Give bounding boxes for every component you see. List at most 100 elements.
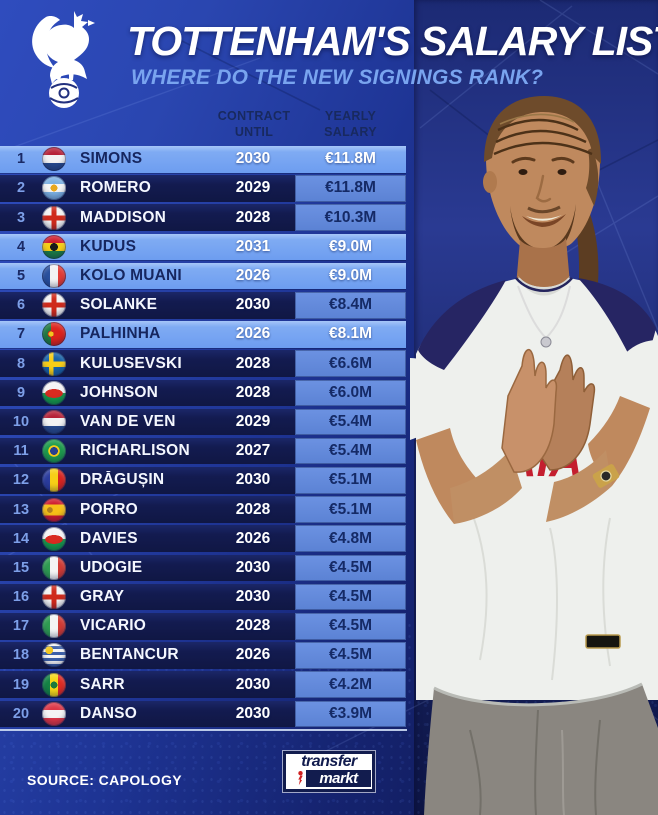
rank-number: 12 bbox=[12, 472, 30, 489]
column-header-contract-line2: UNTIL bbox=[234, 124, 274, 139]
contract-until-value: 2026 bbox=[235, 267, 271, 285]
player-name: BENTANCUR bbox=[80, 646, 179, 664]
yearly-salary-value: €9.0M bbox=[328, 267, 373, 285]
contract-until-value: 2030 bbox=[235, 675, 271, 693]
contract-until-value: 2026 bbox=[235, 325, 271, 343]
player-name: VICARIO bbox=[80, 617, 146, 635]
player-name: JOHNSON bbox=[80, 383, 159, 401]
contract-until-value: 2029 bbox=[235, 179, 271, 197]
column-header-contract-line1: CONTRACT bbox=[217, 109, 291, 123]
table-row: 6 SOLANKE 2030 €8.4M bbox=[0, 291, 406, 319]
player-name: ROMERO bbox=[80, 179, 151, 197]
table-row: 1 SIMONS 2030 €11.8M bbox=[0, 146, 406, 173]
rank-number: 10 bbox=[12, 413, 30, 430]
portugal-flag bbox=[42, 322, 66, 347]
rank-number: 9 bbox=[16, 384, 26, 401]
wales-flag bbox=[42, 526, 66, 551]
netherlands-flag bbox=[42, 147, 66, 172]
player-name: DANSO bbox=[80, 704, 137, 722]
netherlands-flag bbox=[42, 409, 66, 434]
player-name: PALHINHA bbox=[80, 325, 161, 343]
sweden-flag bbox=[42, 351, 66, 376]
contract-until-value: 2030 bbox=[235, 296, 271, 314]
contract-until-value: 2028 bbox=[235, 383, 271, 401]
source-credit: SOURCE: CAPOLOGY bbox=[27, 772, 182, 788]
table-row: 20 DANSO 2030 €3.9M bbox=[0, 700, 406, 728]
column-header-salary-line2: SALARY bbox=[324, 124, 377, 139]
table-row: 9 JOHNSON 2028 €6.0M bbox=[0, 379, 406, 407]
yearly-salary-value: €4.5M bbox=[295, 583, 406, 611]
page-subtitle: WHERE DO THE NEW SIGNINGS RANK? bbox=[131, 66, 544, 89]
contract-until-value: 2026 bbox=[235, 529, 271, 547]
rank-number: 4 bbox=[16, 238, 26, 255]
player-name: KULUSEVSKI bbox=[80, 354, 182, 372]
italy-flag bbox=[42, 614, 66, 639]
player-name: MADDISON bbox=[80, 208, 166, 226]
rank-number: 2 bbox=[16, 180, 26, 197]
footer-divider-line bbox=[0, 729, 407, 731]
column-header-salary: YEARLY SALARY bbox=[295, 109, 406, 140]
contract-until-value: 2027 bbox=[235, 442, 271, 460]
contract-until-value: 2028 bbox=[235, 354, 271, 372]
table-row: 7 PALHINHA 2026 €8.1M bbox=[0, 321, 406, 348]
rank-number: 5 bbox=[16, 268, 26, 285]
player-name: GRAY bbox=[80, 588, 125, 606]
contract-until-value: 2029 bbox=[235, 412, 271, 430]
contract-until-value: 2028 bbox=[235, 500, 271, 518]
contract-until-value: 2030 bbox=[235, 558, 271, 576]
rank-number: 1 bbox=[16, 151, 26, 168]
table-row: 8 KULUSEVSKI 2028 €6.6M bbox=[0, 350, 406, 377]
yearly-salary-value: €8.4M bbox=[295, 291, 406, 319]
spain-flag bbox=[42, 497, 66, 522]
table-row: 18 BENTANCUR 2026 €4.5M bbox=[0, 642, 406, 669]
france-flag bbox=[42, 264, 66, 289]
rank-number: 18 bbox=[12, 647, 30, 664]
salary-table: 1 SIMONS 2030 €11.8M 2 ROMERO 2029 €11.8… bbox=[0, 146, 406, 730]
table-row: 17 VICARIO 2028 €4.5M bbox=[0, 613, 406, 640]
column-header-contract: CONTRACT UNTIL bbox=[212, 109, 296, 140]
england-flag bbox=[42, 293, 66, 318]
player-name: SIMONS bbox=[80, 150, 143, 168]
player-name: DRĂGUȘIN bbox=[80, 471, 165, 489]
senegal-flag bbox=[42, 672, 66, 697]
page-title: TOTTENHAM'S SALARY LIST bbox=[127, 18, 658, 64]
player-name: SARR bbox=[80, 675, 125, 693]
contract-until-value: 2026 bbox=[235, 646, 271, 664]
yearly-salary-value: €6.0M bbox=[295, 379, 406, 407]
yearly-salary-value: €4.5M bbox=[295, 554, 406, 582]
table-row: 16 GRAY 2030 €4.5M bbox=[0, 583, 406, 611]
player-name: SOLANKE bbox=[80, 296, 158, 314]
argentina-flag bbox=[42, 176, 66, 201]
rank-number: 7 bbox=[16, 326, 26, 343]
rank-number: 16 bbox=[12, 589, 30, 606]
photo-backdrop bbox=[414, 0, 658, 815]
table-row: 14 DAVIES 2026 €4.8M bbox=[0, 525, 406, 553]
yearly-salary-value: €5.1M bbox=[295, 467, 406, 494]
table-row: 13 PORRO 2028 €5.1M bbox=[0, 496, 406, 523]
table-row: 15 UDOGIE 2030 €4.5M bbox=[0, 554, 406, 582]
yearly-salary-value: €8.1M bbox=[328, 325, 373, 343]
yearly-salary-value: €4.5M bbox=[295, 613, 406, 640]
transfermarkt-man-icon bbox=[298, 771, 303, 786]
player-name: VAN DE VEN bbox=[80, 412, 176, 430]
rank-number: 13 bbox=[12, 501, 30, 518]
player-name: KUDUS bbox=[80, 237, 137, 255]
wales-flag bbox=[42, 380, 66, 405]
table-row: 2 ROMERO 2029 €11.8M bbox=[0, 175, 406, 202]
austria-flag bbox=[42, 701, 66, 726]
tottenham-crest-logo bbox=[32, 11, 95, 108]
ghana-flag bbox=[42, 234, 66, 259]
rank-number: 6 bbox=[16, 297, 26, 314]
yearly-salary-value: €11.8M bbox=[295, 175, 406, 202]
player-name: PORRO bbox=[80, 500, 138, 518]
table-row: 3 MADDISON 2028 €10.3M bbox=[0, 204, 406, 231]
contract-until-value: 2030 bbox=[235, 704, 271, 722]
rank-number: 19 bbox=[12, 676, 30, 693]
brazil-flag bbox=[42, 439, 66, 464]
transfermarkt-logo: transfer markt bbox=[283, 751, 375, 792]
rank-number: 15 bbox=[12, 559, 30, 576]
yearly-salary-value: €4.2M bbox=[295, 671, 406, 698]
yearly-salary-value: €11.8M bbox=[325, 150, 376, 168]
contract-until-value: 2031 bbox=[235, 237, 271, 255]
rank-number: 14 bbox=[12, 530, 30, 547]
